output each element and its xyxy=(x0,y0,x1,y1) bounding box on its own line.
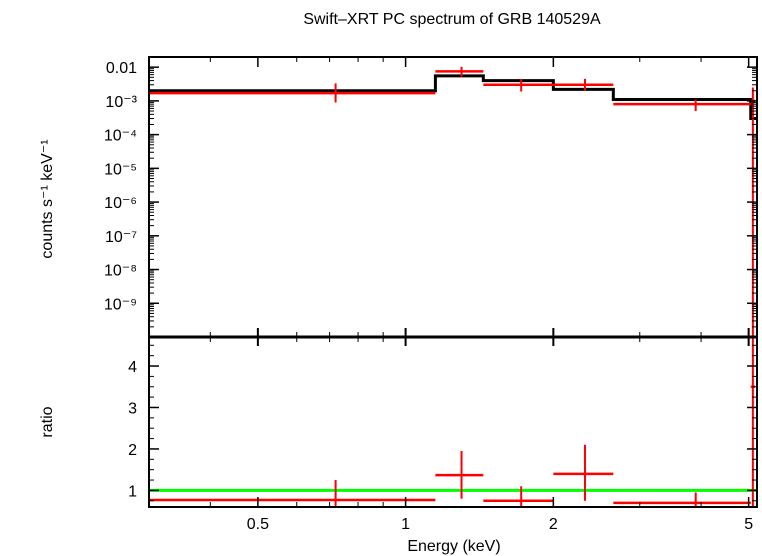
ratio-y-tick-label: 1 xyxy=(128,483,137,500)
spectrum-y-tick-label: 10⁻⁹ xyxy=(104,296,137,313)
x-axis-label: Energy (keV) xyxy=(407,538,500,555)
model-step-line xyxy=(149,74,757,121)
spectrum-y-tick-label: 10⁻⁷ xyxy=(105,229,137,246)
ratio-y-tick-label: 4 xyxy=(128,359,137,376)
spectrum-y-tick-label: 10⁻⁴ xyxy=(104,128,137,145)
chart-title: Swift–XRT PC spectrum of GRB 140529A xyxy=(303,11,601,28)
x-tick-label: 2 xyxy=(549,516,558,533)
spectrum-y-axis-label: counts s⁻¹ keV⁻¹ xyxy=(39,139,56,258)
spectrum-y-tick-label: 10⁻⁸ xyxy=(104,263,137,280)
x-tick-label: 0.5 xyxy=(247,516,269,533)
ratio-y-tick-label: 2 xyxy=(128,442,137,459)
spectrum-y-tick-label: 10⁻⁶ xyxy=(104,195,137,212)
x-tick-label: 1 xyxy=(401,516,410,533)
ratio-panel-frame xyxy=(148,336,758,508)
ratio-y-axis-label: ratio xyxy=(39,406,56,437)
spectrum-y-tick-label: 10⁻³ xyxy=(105,94,137,111)
spectrum-y-tick-label: 10⁻⁵ xyxy=(104,161,137,178)
spectrum-y-tick-label: 0.01 xyxy=(106,60,137,77)
ratio-y-tick-label: 3 xyxy=(128,400,137,417)
x-tick-label: 5 xyxy=(744,516,753,533)
